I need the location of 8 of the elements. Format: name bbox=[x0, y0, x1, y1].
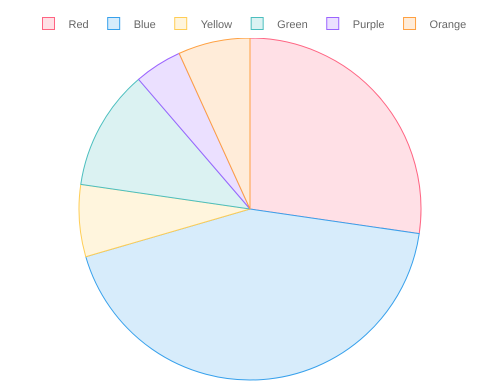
pie-slice bbox=[250, 38, 422, 234]
legend-label: Yellow bbox=[200, 18, 232, 31]
legend-label: Orange bbox=[430, 18, 466, 31]
legend-label: Purple bbox=[352, 18, 385, 31]
legend-label: Red bbox=[68, 18, 89, 31]
legend-label: Green bbox=[277, 18, 308, 31]
legend-label: Blue bbox=[134, 18, 156, 31]
pie-slice bbox=[138, 52, 250, 210]
